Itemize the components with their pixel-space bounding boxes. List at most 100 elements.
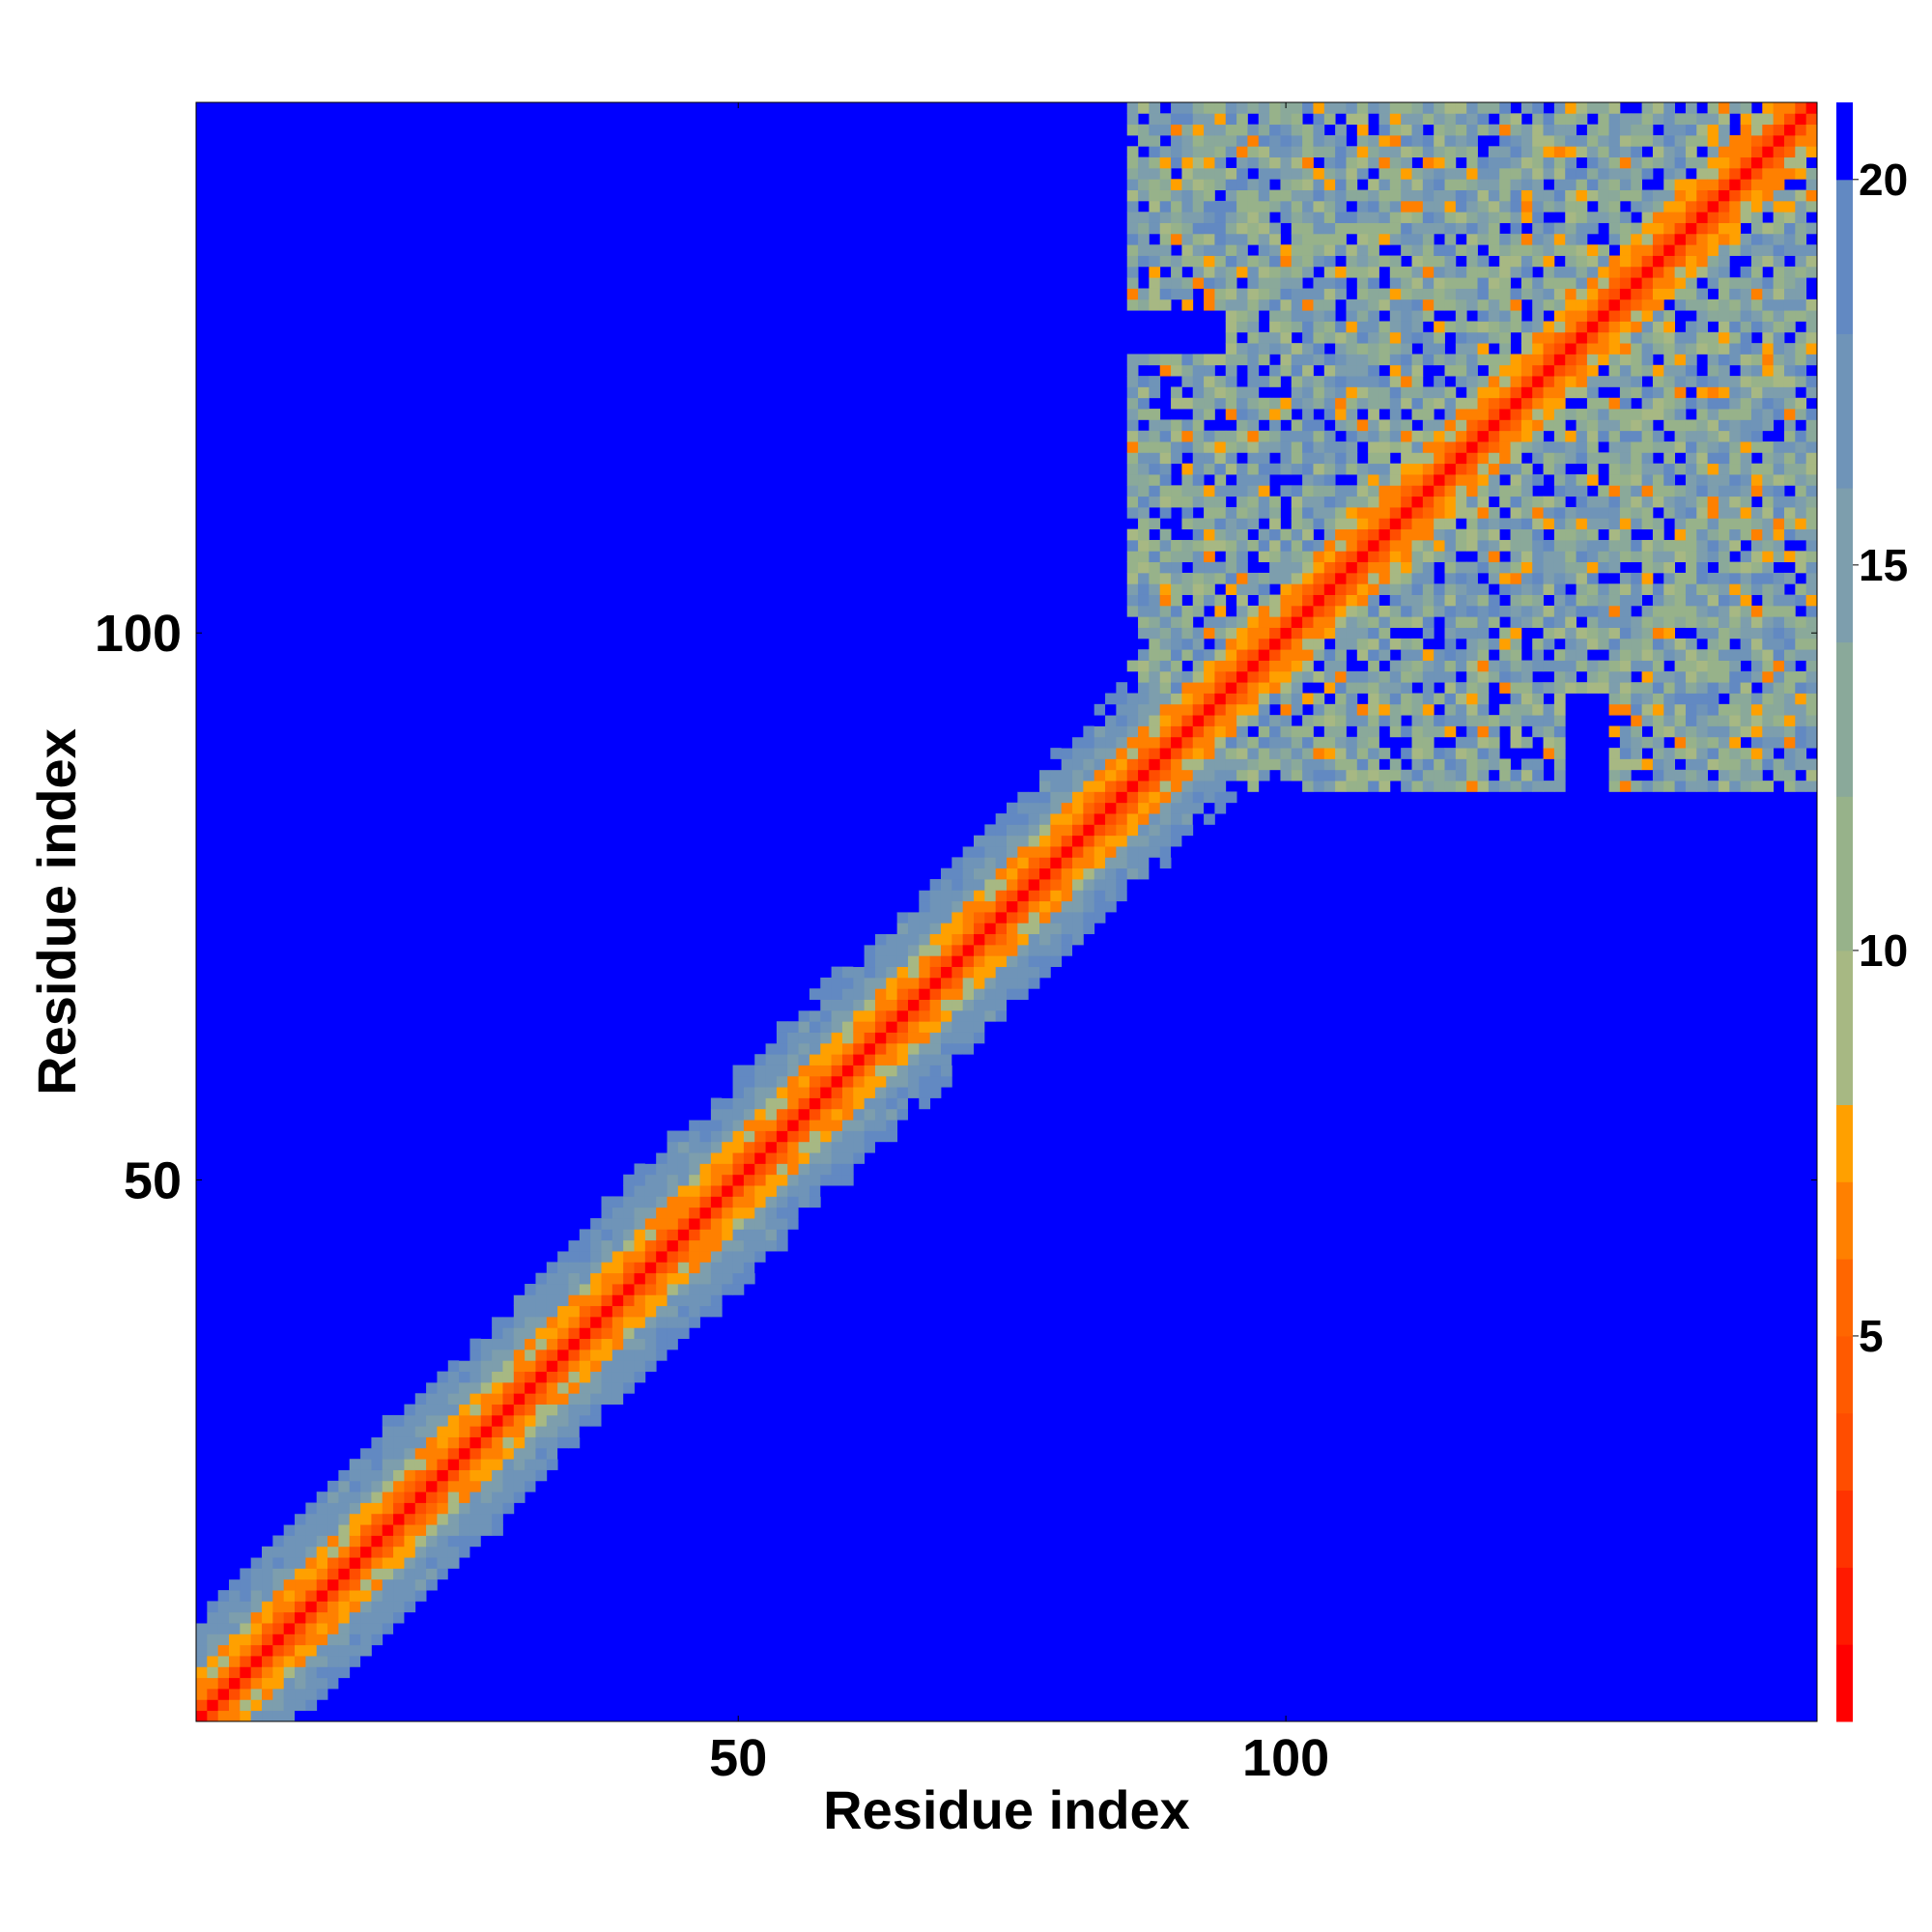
heatmap-cell xyxy=(1269,266,1281,278)
heatmap-cell xyxy=(1586,474,1599,486)
heatmap-cell xyxy=(1455,528,1467,541)
heatmap-cell xyxy=(1323,331,1336,344)
heatmap-cell xyxy=(262,1710,273,1722)
heatmap-cell xyxy=(1192,518,1205,530)
heatmap-cell xyxy=(1258,627,1270,639)
heatmap-cell xyxy=(732,1130,745,1143)
heatmap-cell xyxy=(644,1317,657,1328)
heatmap-cell xyxy=(426,1513,438,1525)
heatmap-cell xyxy=(1685,441,1697,453)
heatmap-cell xyxy=(623,1284,635,1295)
heatmap-cell xyxy=(1159,179,1172,190)
heatmap-cell xyxy=(1598,124,1609,136)
heatmap-cell xyxy=(1543,539,1555,552)
heatmap-cell xyxy=(1138,452,1150,465)
heatmap-cell xyxy=(1553,627,1566,639)
heatmap-cell xyxy=(1477,670,1490,683)
heatmap-cell xyxy=(1444,212,1457,223)
heatmap-cell xyxy=(382,1513,394,1525)
heatmap-cell xyxy=(1553,343,1566,355)
heatmap-cell xyxy=(1072,933,1084,946)
heatmap-cell xyxy=(1718,725,1730,738)
heatmap-cell xyxy=(1685,452,1697,465)
heatmap-cell xyxy=(776,1120,788,1131)
heatmap-cell xyxy=(1378,255,1391,268)
heatmap-cell xyxy=(1204,781,1215,792)
heatmap-cell xyxy=(853,955,866,968)
heatmap-cell xyxy=(689,1108,700,1121)
heatmap-cell xyxy=(1762,551,1775,563)
heatmap-cell xyxy=(1444,715,1457,726)
heatmap-cell xyxy=(295,1634,306,1646)
heatmap-cell xyxy=(480,1513,493,1525)
heatmap-cell xyxy=(1236,386,1248,399)
heatmap-cell xyxy=(1323,769,1336,781)
heatmap-cell xyxy=(1750,616,1763,628)
heatmap-cell xyxy=(1598,321,1609,333)
heatmap-cell xyxy=(1619,463,1632,475)
heatmap-cell xyxy=(1214,277,1227,289)
heatmap-cell xyxy=(1149,288,1161,300)
heatmap-cell xyxy=(1126,846,1139,858)
heatmap-cell xyxy=(1323,682,1336,694)
heatmap-cell xyxy=(447,1557,460,1569)
heatmap-cell xyxy=(1499,409,1511,420)
heatmap-cell xyxy=(1225,715,1237,726)
heatmap-cell xyxy=(1094,725,1106,738)
heatmap-cell xyxy=(1149,703,1161,716)
heatmap-cell xyxy=(1510,682,1522,694)
heatmap-cell xyxy=(1762,682,1775,694)
heatmap-cell xyxy=(1652,605,1664,617)
heatmap-cell xyxy=(393,1480,405,1492)
heatmap-cell xyxy=(1674,354,1687,366)
heatmap-cell xyxy=(1466,255,1478,268)
heatmap-cell xyxy=(1543,748,1555,759)
heatmap-cell xyxy=(1641,222,1654,235)
heatmap-cell xyxy=(995,824,1008,837)
heatmap-cell xyxy=(656,1229,668,1241)
heatmap-cell xyxy=(437,1381,449,1394)
heatmap-cell xyxy=(1269,343,1281,355)
heatmap-cell xyxy=(1356,715,1369,726)
heatmap-cell xyxy=(1181,288,1194,300)
heatmap-cell xyxy=(1138,244,1150,256)
heatmap-cell xyxy=(1214,572,1227,584)
heatmap-cell xyxy=(1553,693,1566,705)
heatmap-cell xyxy=(1159,277,1172,289)
heatmap-cell xyxy=(1389,397,1402,410)
heatmap-cell xyxy=(568,1338,581,1350)
heatmap-cell xyxy=(1553,670,1566,683)
heatmap-cell xyxy=(1488,660,1500,672)
heatmap-cell xyxy=(940,944,952,956)
heatmap-cell xyxy=(1455,507,1467,519)
heatmap-cell xyxy=(1718,572,1730,584)
heatmap-cell xyxy=(1204,802,1215,814)
heatmap-cell xyxy=(1335,321,1347,333)
heatmap-cell xyxy=(820,1021,832,1033)
heatmap-cell xyxy=(1214,288,1227,300)
heatmap-cell xyxy=(1214,167,1227,180)
heatmap-cell xyxy=(1356,507,1369,519)
heatmap-cell xyxy=(1685,124,1697,136)
heatmap-cell xyxy=(579,1426,591,1437)
heatmap-cell xyxy=(1126,298,1139,311)
heatmap-cell xyxy=(644,1294,657,1307)
heatmap-cell xyxy=(765,1229,778,1241)
heatmap-cell xyxy=(1619,409,1632,420)
heatmap-cell xyxy=(327,1611,339,1624)
heatmap-cell xyxy=(874,933,887,946)
heatmap-cell xyxy=(1181,179,1194,190)
heatmap-cell xyxy=(1149,605,1161,617)
heatmap-cell xyxy=(1598,134,1609,147)
heatmap-cell xyxy=(557,1414,569,1427)
heatmap-cell xyxy=(1586,354,1599,366)
heatmap-cell xyxy=(1663,189,1676,202)
heatmap-cell xyxy=(1740,331,1752,344)
heatmap-cell xyxy=(349,1623,361,1634)
heatmap-cell xyxy=(525,1294,536,1307)
heatmap-cell xyxy=(1696,124,1709,136)
heatmap-cell xyxy=(1181,813,1194,825)
heatmap-cell xyxy=(1204,288,1215,300)
heatmap-cell xyxy=(1368,430,1379,442)
heatmap-cell xyxy=(1598,397,1609,410)
